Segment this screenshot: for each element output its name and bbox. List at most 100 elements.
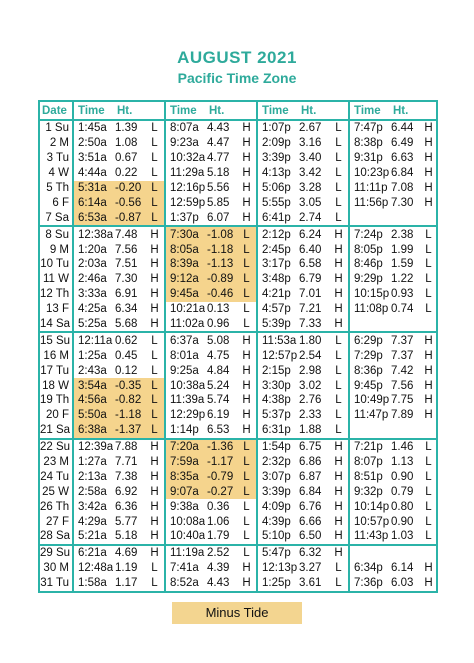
tide-time: 4:29a (72, 514, 113, 530)
tide-height: 0.90 (391, 515, 414, 528)
tide-height: -1.36 (205, 438, 237, 455)
tide-height: 1.99 (391, 243, 414, 256)
tide-time: 6:34p (348, 560, 389, 576)
tide-type: L (425, 288, 432, 301)
tide-height: 2.54 (299, 349, 322, 362)
tide-height: 3.61 (299, 577, 322, 590)
tide-time: 2:13a (72, 469, 113, 485)
date: 16 M (43, 349, 69, 362)
tide-height: -0.35 (113, 378, 145, 394)
tide-time: 2:50a (72, 135, 113, 151)
day-row: 13 F 4:25a 6.34 H 10:21a 0.13 L 4:57p 7.21 H 11:08… (39, 301, 437, 317)
tide-height: 0.79 (391, 485, 414, 498)
tide-type: H (237, 422, 257, 440)
tide-type: L (335, 137, 342, 150)
date: 13 F (45, 303, 69, 316)
tide-type: L (425, 456, 432, 469)
tide-type: H (424, 379, 433, 392)
tide-height: 3.28 (299, 182, 322, 194)
tide-time: 9:45p (348, 378, 389, 394)
tide-time: 7:36p (348, 575, 389, 592)
tide-time: 4:13p (256, 165, 297, 181)
tide-height: 6.14 (391, 562, 414, 575)
tide-height: 6.91 (115, 288, 138, 301)
tide-time: 3:30p (256, 378, 297, 394)
tide-time: 3:54a (72, 378, 113, 394)
tide-height: 7.37 (391, 334, 414, 347)
title: AUGUST 2021 (177, 48, 297, 67)
tide-time: 12:39a (72, 438, 113, 455)
tide-type: L (335, 379, 342, 392)
tide-height: 7.21 (299, 303, 322, 316)
tide-height: -0.89 (205, 271, 237, 287)
tide-type: H (334, 273, 343, 286)
date: 23 M (43, 456, 69, 469)
tide-height: 1.88 (297, 422, 329, 440)
tide-time: 8:07p (348, 454, 389, 470)
tide-height: 6.50 (297, 529, 329, 546)
tide-height: 5.74 (207, 394, 230, 407)
tide-type: H (150, 441, 159, 454)
tide-height: 1.39 (115, 122, 138, 135)
tide-height: 3.27 (299, 562, 322, 575)
tide-type: H (334, 456, 343, 469)
tide-type: L (237, 469, 257, 485)
tide-time: 1:58a (72, 575, 113, 592)
tide-height: 5.85 (207, 196, 230, 209)
tide-time: 1:07p (256, 120, 297, 136)
tide-height: 0.13 (207, 303, 230, 316)
tide-height: 7.89 (391, 409, 414, 422)
day-row: 8 Su 12:38a 7.48 H 7:30a -1.08 L 2:12p 6.24 H 7:24… (39, 226, 437, 243)
header-cell: Time (164, 101, 205, 121)
tide-time: 11:02a (164, 316, 205, 334)
date: 25 W (42, 485, 69, 498)
tide-height: -1.17 (205, 454, 237, 470)
tide-height: 0.12 (115, 364, 138, 377)
tide-height: 0.62 (115, 334, 138, 347)
tide-time: 7:47p (348, 120, 389, 136)
tide-type: H (150, 288, 159, 301)
tide-time: 1:45a (72, 120, 113, 136)
day-row: 14 Sa 5:25a 5.68 H 11:02a 0.96 L 5:39p 7.33 H (39, 316, 437, 334)
day-row: 28 Sa 5:21a 5.18 H 10:40a 1.79 L 5:10p 6.50 H 11:4… (39, 529, 437, 546)
header-cell: Ht. (205, 101, 237, 121)
tide-time: 9:07a (164, 484, 205, 500)
tide-height: 6.76 (299, 500, 322, 513)
tide-time: 6:37a (164, 332, 205, 349)
tide-time: 10:49p (348, 393, 389, 408)
tide-height: 5.68 (113, 316, 145, 334)
tide-time: 12:59p (164, 195, 205, 211)
tide-type (421, 422, 437, 440)
tide-type: H (145, 529, 165, 546)
tide-time: 5:55p (256, 195, 297, 211)
tide-time: 4:56a (72, 393, 113, 408)
tide-type: L (329, 422, 349, 440)
tide-height: -1.18 (205, 242, 237, 258)
tide-height: 4.69 (115, 547, 138, 560)
tide-type (421, 210, 437, 228)
day-row: 30 M 12:48a 1.19 L 7:41a 4.39 H 12:13p 3.27 L 6:34… (39, 560, 437, 576)
tide-height: 7.08 (391, 182, 414, 194)
tide-type: L (425, 273, 432, 286)
day-row: 31 Tu 1:58a 1.17 L 8:52a 4.43 H 1:25p 3.61 L 7:36p… (39, 575, 437, 592)
tide-type: L (335, 409, 342, 422)
tide-time: 5:47p (256, 544, 297, 561)
tide-type: H (150, 303, 159, 316)
tide-type: H (424, 349, 433, 362)
tide-height: 5.18 (207, 167, 230, 180)
date: 24 Tu (40, 470, 69, 483)
header-cell (237, 101, 257, 121)
tide-height: 1.17 (115, 577, 138, 590)
tide-height: -0.27 (205, 484, 237, 500)
day-row: 25 W 2:58a 6.92 H 9:07a -0.27 L 3:39p 6.84 H 9:32p… (39, 484, 437, 500)
tide-time: 9:29p (348, 271, 389, 287)
tide-time: 3:42a (72, 499, 113, 515)
tide-time: 9:38a (164, 499, 205, 515)
date: 11 W (43, 273, 69, 286)
tide-type: H (150, 243, 159, 256)
day-row: 12 Th 3:33a 6.91 H 9:45a -0.46 L 4:21p 7.01 H 10:1… (39, 286, 437, 302)
date: 15 Su (40, 334, 71, 347)
tide-time: 6:53a (72, 210, 113, 228)
tide-height: 0.93 (391, 288, 414, 301)
tide-time: 1:25a (72, 348, 113, 364)
